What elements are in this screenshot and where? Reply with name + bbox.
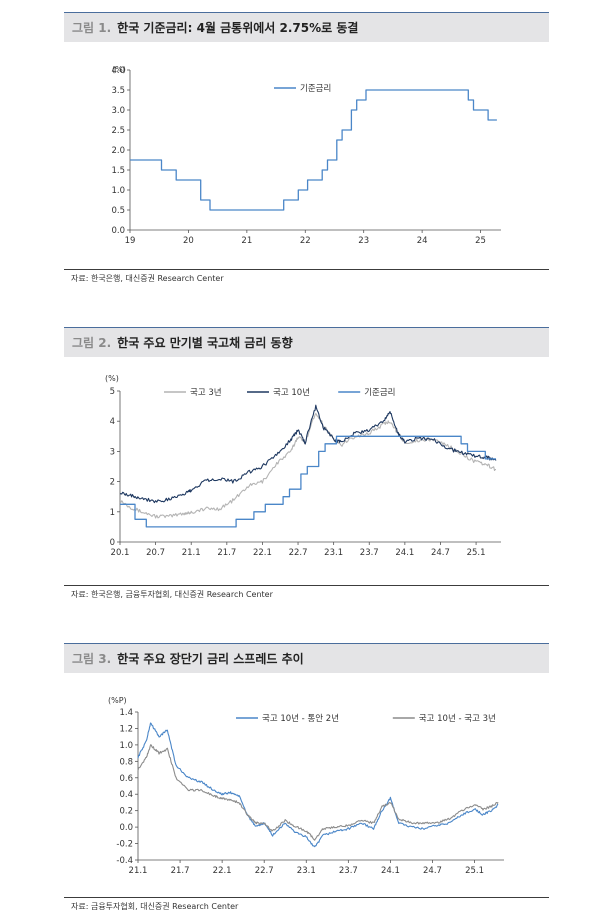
y-tick-label: 2: [110, 478, 115, 488]
series-line-0: [119, 412, 496, 519]
y-tick-label: 4: [110, 417, 115, 427]
treasury-yield-chart: (%) 0 1 2 3 4 5 20.1 20.7 21.1 21.7 22.1 22.7 23.1 23.…: [105, 374, 501, 558]
x-tick-label: 25: [475, 236, 486, 246]
figure-1-number: 그림 1.: [72, 21, 112, 35]
figure-3-source: 자료: 금융투자협회, 대신증권 Research Center: [71, 902, 239, 911]
y-tick-label: -0.2: [116, 840, 133, 850]
x-tick-label: 23.1: [324, 548, 343, 558]
series-line-0: [130, 89, 497, 211]
y-unit-label: (%): [112, 65, 126, 74]
y-tick-label: 3: [110, 447, 115, 457]
y-tick-label: 1.5: [111, 166, 125, 176]
series-line-2: [120, 435, 496, 528]
y-tick-label: 5: [110, 387, 115, 397]
x-tick-label: 25.1: [465, 866, 484, 876]
y-tick-label: 0.4: [119, 790, 133, 800]
legend-label-1: 국고 10년 - 국고 3년: [419, 713, 496, 724]
figure-2-header: 그림 2. 한국 주요 만기별 국고채 금리 동향: [64, 327, 549, 357]
x-tick-label: 20: [183, 236, 194, 246]
figure-1-source: 자료: 한국은행, 대신증권 Research Center: [71, 274, 224, 283]
y-tick-label: 0.5: [111, 206, 125, 216]
y-tick-label: -0.4: [116, 856, 133, 866]
x-tick-label: 23.1: [297, 866, 316, 876]
y-tick-label: 0.6: [119, 774, 133, 784]
figure-3-title: 한국 주요 장단기 금리 스프레드 추이: [117, 652, 304, 666]
x-tick-label: 23: [358, 236, 369, 246]
x-tick-label: 24.7: [431, 548, 450, 558]
x-tick-label: 21: [241, 236, 252, 246]
x-tick-label: 20.7: [146, 548, 165, 558]
x-tick-label: 21.1: [129, 866, 148, 876]
y-unit-label: (%P): [108, 696, 127, 705]
figure-3-header: 그림 3. 한국 주요 장단기 금리 스프레드 추이: [64, 643, 549, 673]
y-tick-label: 2.5: [111, 126, 125, 136]
figure-2-source: 자료: 한국은행, 금융투자협회, 대신증권 Research Center: [71, 590, 273, 599]
x-tick-label: 22.7: [289, 548, 308, 558]
y-tick-label: 1.0: [119, 741, 133, 751]
y-tick-label: 1.4: [119, 708, 133, 718]
x-tick-label: 24: [417, 236, 428, 246]
series-line-0: [137, 722, 499, 848]
policy-rate-chart: (%) 0.0 0.5 1.0 1.5 2.0 2.5 3.0 3.5 4.0 19 20 21 22 23…: [111, 65, 501, 246]
y-tick-label: 0.0: [119, 823, 133, 833]
y-tick-label: 0.0: [111, 226, 125, 236]
y-tick-label: 2.0: [111, 146, 125, 156]
y-tick-label: 1: [110, 508, 115, 518]
figure-2-source-rule: [64, 585, 549, 586]
x-tick-label: 24.1: [381, 866, 400, 876]
legend-label-0: 기준금리: [300, 84, 331, 94]
x-tick-label: 20.1: [111, 548, 130, 558]
x-tick-label: 21.7: [171, 866, 190, 876]
figure-1-source-rule: [64, 269, 549, 270]
x-tick-label: 22.1: [253, 548, 272, 558]
yield-spread-chart: (%P) -0.4 -0.2 0.0 0.2 0.4 0.6 0.8 1.0 1.2 1.4 21.1…: [108, 696, 504, 876]
x-tick-label: 19: [125, 236, 136, 246]
x-tick-label: 23.7: [360, 548, 379, 558]
y-tick-label: 0.8: [119, 757, 133, 767]
series-line-1: [137, 744, 499, 841]
y-tick-label: 1.2: [119, 724, 133, 734]
y-tick-label: 3.0: [111, 106, 125, 116]
y-tick-label: 4.0: [111, 66, 125, 76]
figure-1-header: 그림 1. 한국 기준금리: 4월 금통위에서 2.75%로 동결: [64, 12, 549, 42]
y-tick-label: 3.5: [111, 86, 125, 96]
x-tick-label: 21.1: [182, 548, 201, 558]
figure-3-source-rule: [64, 897, 549, 898]
x-tick-label: 22.7: [255, 866, 274, 876]
figure-2-title: 한국 주요 만기별 국고채 금리 동향: [117, 336, 293, 350]
y-unit-label: (%): [105, 374, 119, 383]
figure-3-number: 그림 3.: [72, 652, 112, 666]
legend-label-0: 국고 10년 - 통안 2년: [262, 713, 339, 724]
series-line-1: [119, 404, 497, 504]
y-tick-label: 0.2: [119, 807, 133, 817]
y-tick-label: 1.0: [111, 186, 125, 196]
x-tick-label: 22.1: [213, 866, 232, 876]
x-tick-label: 24.1: [395, 548, 414, 558]
x-tick-label: 24.7: [423, 866, 442, 876]
figure-1-title: 한국 기준금리: 4월 금통위에서 2.75%로 동결: [117, 21, 359, 35]
x-tick-label: 23.7: [339, 866, 358, 876]
x-tick-label: 22: [300, 236, 311, 246]
y-tick-label: 0: [110, 538, 115, 548]
x-tick-label: 21.7: [217, 548, 236, 558]
legend-label-1: 국고 10년: [273, 387, 310, 398]
legend-label-0: 국고 3년: [190, 387, 222, 398]
legend-label-2: 기준금리: [364, 388, 395, 398]
figure-2-number: 그림 2.: [72, 336, 112, 350]
x-tick-label: 25.1: [467, 548, 486, 558]
